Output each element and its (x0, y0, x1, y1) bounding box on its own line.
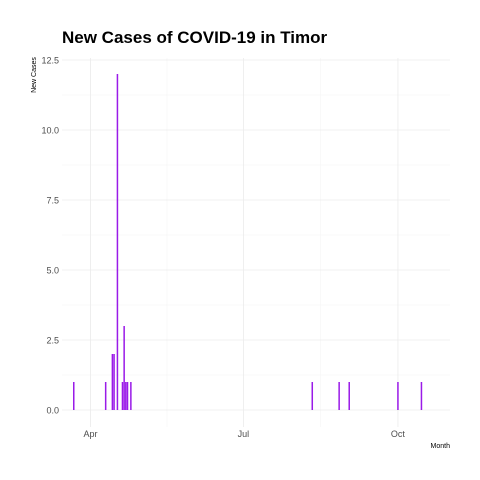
bar (123, 326, 125, 410)
bar (121, 382, 124, 410)
y-tick-label: 2.5 (46, 336, 59, 346)
bar (397, 382, 399, 410)
grid (62, 58, 450, 427)
y-axis-ticks: 0.0 2.5 5.0 7.5 10.0 12.5 (41, 56, 59, 416)
bar (73, 382, 75, 410)
x-tick-label: Oct (391, 429, 406, 439)
x-axis-label: Month (431, 443, 451, 450)
y-tick-label: 12.5 (41, 56, 59, 66)
y-tick-label: 7.5 (46, 196, 59, 206)
bar (130, 382, 132, 410)
y-axis-label: New Cases (31, 57, 38, 93)
bar (420, 382, 423, 410)
chart-title: New Cases of COVID-19 in Timor (62, 28, 328, 47)
bar (111, 354, 114, 410)
bar (126, 382, 129, 410)
y-tick-label: 5.0 (46, 266, 59, 276)
x-tick-label: Apr (84, 429, 98, 439)
bar (116, 74, 119, 410)
x-tick-label: Jul (238, 429, 250, 439)
bar (348, 382, 350, 410)
y-tick-label: 0.0 (46, 406, 59, 416)
y-tick-label: 10.0 (41, 126, 59, 136)
x-axis-ticks: Apr Jul Oct (84, 429, 406, 439)
bar (338, 382, 340, 410)
bars (73, 74, 423, 410)
bar (104, 382, 107, 410)
bar (113, 354, 115, 410)
bar (125, 382, 127, 410)
bar (311, 382, 314, 410)
